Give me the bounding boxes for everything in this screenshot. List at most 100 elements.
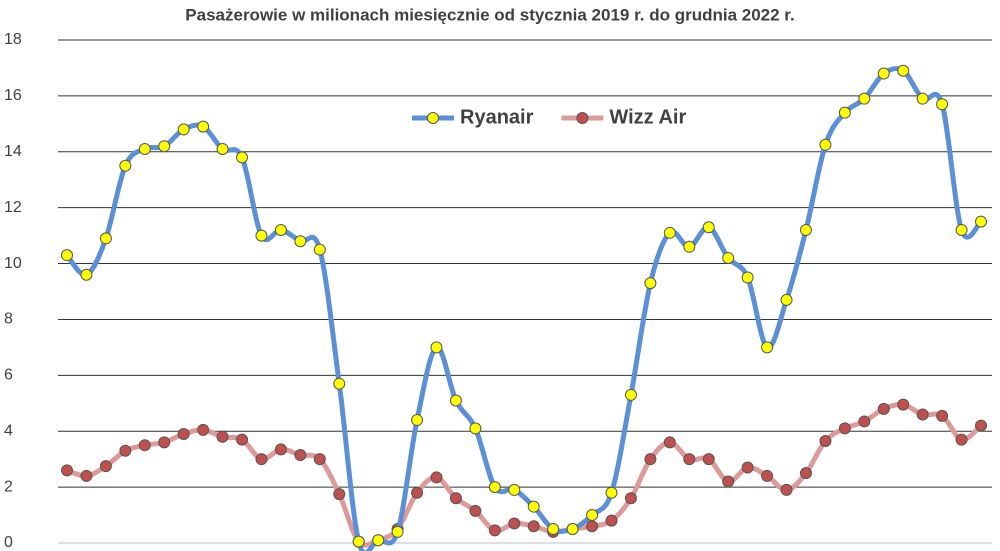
marker <box>274 224 287 237</box>
marker <box>177 123 190 136</box>
marker <box>372 534 385 547</box>
marker <box>80 469 93 482</box>
chart-title: Pasażerowie w milionach miesięcznie od s… <box>185 5 794 24</box>
marker <box>313 453 326 466</box>
marker <box>430 341 443 354</box>
marker <box>838 106 851 119</box>
marker <box>644 277 657 290</box>
marker <box>255 453 268 466</box>
marker <box>236 433 249 446</box>
marker <box>430 471 443 484</box>
marker <box>897 398 910 411</box>
legend-label: Wizz Air <box>609 106 686 128</box>
marker <box>741 461 754 474</box>
marker <box>236 151 249 164</box>
marker <box>624 492 637 505</box>
marker <box>663 436 676 449</box>
marker <box>527 520 540 533</box>
marker <box>488 481 501 494</box>
y-tick-label: 0 <box>4 534 13 551</box>
marker <box>547 523 560 536</box>
marker <box>99 460 112 473</box>
marker <box>274 443 287 456</box>
marker <box>158 140 171 153</box>
marker <box>877 67 890 80</box>
marker <box>411 414 424 427</box>
legend-marker <box>427 112 439 124</box>
marker <box>761 341 774 354</box>
marker <box>488 524 501 537</box>
marker <box>955 433 968 446</box>
marker <box>722 251 735 264</box>
marker <box>780 293 793 306</box>
marker <box>586 520 599 533</box>
marker <box>391 525 404 538</box>
marker <box>469 422 482 435</box>
y-tick-label: 14 <box>4 143 22 160</box>
y-tick-label: 12 <box>4 199 22 216</box>
marker <box>819 435 832 448</box>
marker <box>877 402 890 415</box>
marker <box>799 467 812 480</box>
marker <box>858 415 871 428</box>
marker <box>936 98 949 111</box>
y-tick-label: 8 <box>4 311 13 328</box>
marker <box>586 509 599 522</box>
y-tick-label: 10 <box>4 255 22 272</box>
marker <box>527 500 540 513</box>
marker <box>469 504 482 517</box>
marker <box>644 453 657 466</box>
marker <box>975 215 987 228</box>
marker <box>663 226 676 239</box>
marker <box>61 249 73 262</box>
marker <box>255 229 268 242</box>
marker <box>333 488 346 501</box>
marker <box>741 271 754 284</box>
marker <box>605 514 618 527</box>
legend-label: Ryanair <box>460 106 534 128</box>
marker <box>799 224 812 237</box>
marker <box>508 483 521 496</box>
marker <box>722 475 735 488</box>
marker <box>508 517 521 530</box>
marker <box>761 469 774 482</box>
marker <box>897 64 910 77</box>
marker <box>702 221 715 234</box>
marker <box>99 232 112 245</box>
marker <box>838 422 851 435</box>
marker <box>955 224 968 237</box>
marker <box>158 436 171 449</box>
marker <box>216 142 229 155</box>
marker <box>197 120 210 133</box>
marker <box>80 268 93 281</box>
marker <box>119 444 132 457</box>
y-tick-label: 16 <box>4 87 22 104</box>
marker <box>975 419 987 432</box>
marker <box>683 453 696 466</box>
y-tick-label: 6 <box>4 367 13 384</box>
legend-marker <box>576 112 589 124</box>
marker <box>177 428 190 441</box>
y-tick-label: 18 <box>4 31 22 48</box>
marker <box>916 408 929 421</box>
marker <box>138 142 151 155</box>
marker <box>605 486 618 499</box>
marker <box>624 388 637 401</box>
marker <box>313 243 326 256</box>
marker <box>702 453 715 466</box>
marker <box>566 523 579 536</box>
marker <box>352 535 365 548</box>
marker <box>858 92 871 105</box>
marker <box>138 439 151 452</box>
marker <box>780 483 793 496</box>
marker <box>294 448 307 461</box>
marker <box>449 394 462 407</box>
marker <box>936 409 949 422</box>
marker <box>333 377 346 390</box>
marker <box>294 235 307 248</box>
marker <box>119 159 132 172</box>
marker <box>683 240 696 253</box>
marker <box>61 464 73 477</box>
y-tick-label: 4 <box>4 422 13 439</box>
